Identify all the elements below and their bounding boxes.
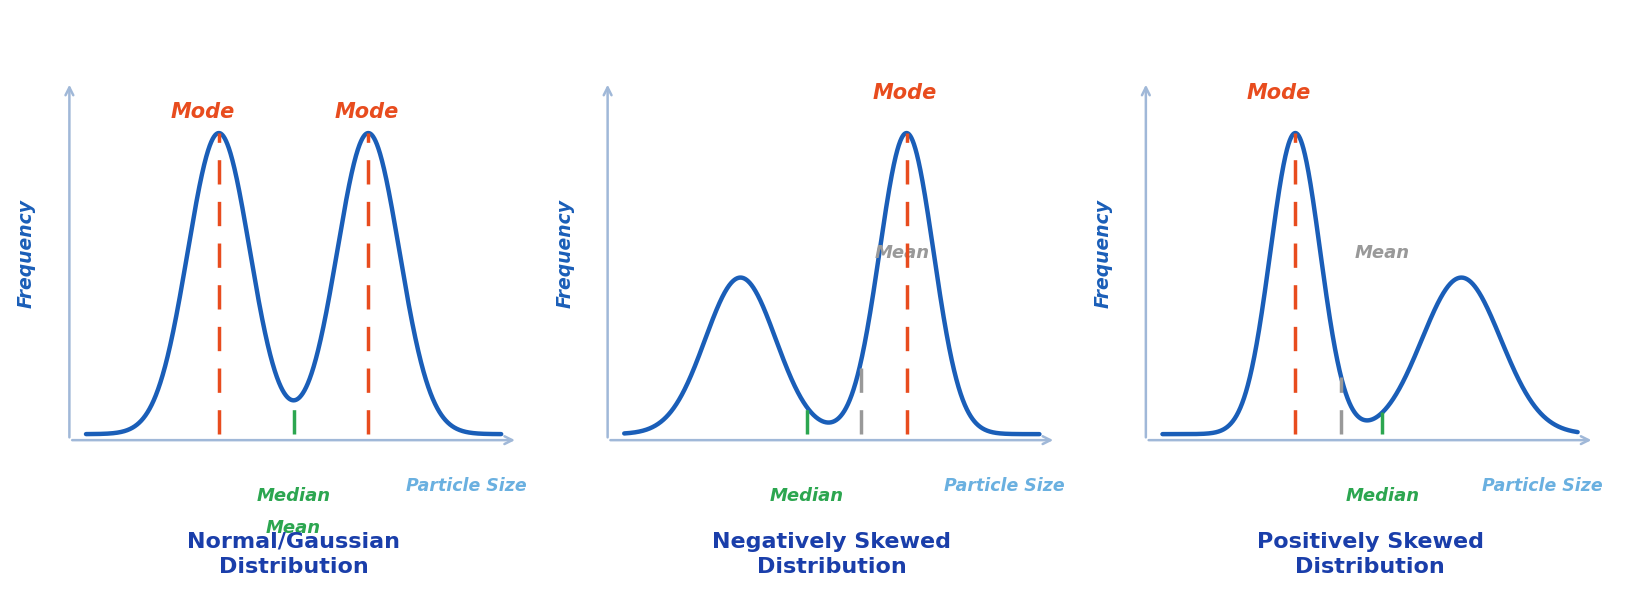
Text: Mean: Mean [874,245,929,262]
Text: Median: Median [769,487,843,505]
Text: Mode: Mode [872,83,936,103]
Text: Mode: Mode [170,102,235,122]
Text: Particle Size: Particle Size [406,477,526,495]
Text: Frequency: Frequency [554,199,574,308]
Text: Median: Median [256,487,331,505]
Text: Mode: Mode [1245,83,1311,103]
Text: Mean: Mean [1355,245,1408,262]
Text: Mean: Mean [266,519,321,537]
Text: Positively Skewed
Distribution: Positively Skewed Distribution [1255,532,1483,577]
Text: Normal/Gaussian
Distribution: Normal/Gaussian Distribution [187,532,399,577]
Text: Mode: Mode [334,102,398,122]
Text: Particle Size: Particle Size [944,477,1064,495]
Text: Median: Median [1345,487,1418,505]
Text: Frequency: Frequency [1092,199,1112,308]
Text: Negatively Skewed
Distribution: Negatively Skewed Distribution [712,532,950,577]
Text: Particle Size: Particle Size [1482,477,1602,495]
Text: Frequency: Frequency [16,199,36,308]
